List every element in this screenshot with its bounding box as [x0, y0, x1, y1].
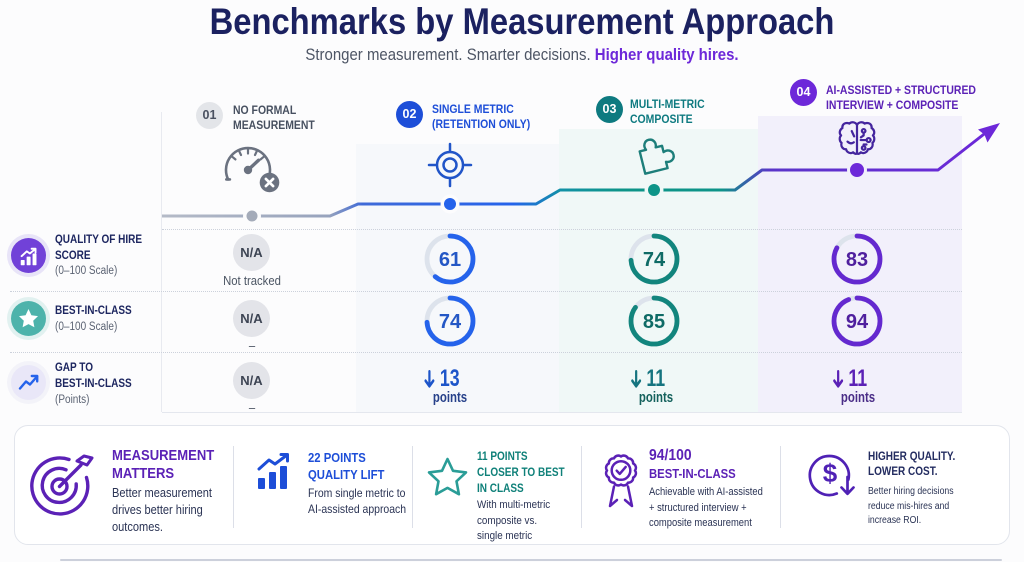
svg-text:94: 94 — [846, 311, 869, 333]
svg-text:74: 74 — [643, 249, 666, 271]
svg-text:74: 74 — [439, 311, 462, 333]
svg-text:85: 85 — [643, 311, 665, 333]
svg-text:$: $ — [823, 458, 838, 488]
svg-text:61: 61 — [439, 249, 461, 271]
svg-text:83: 83 — [846, 249, 868, 271]
